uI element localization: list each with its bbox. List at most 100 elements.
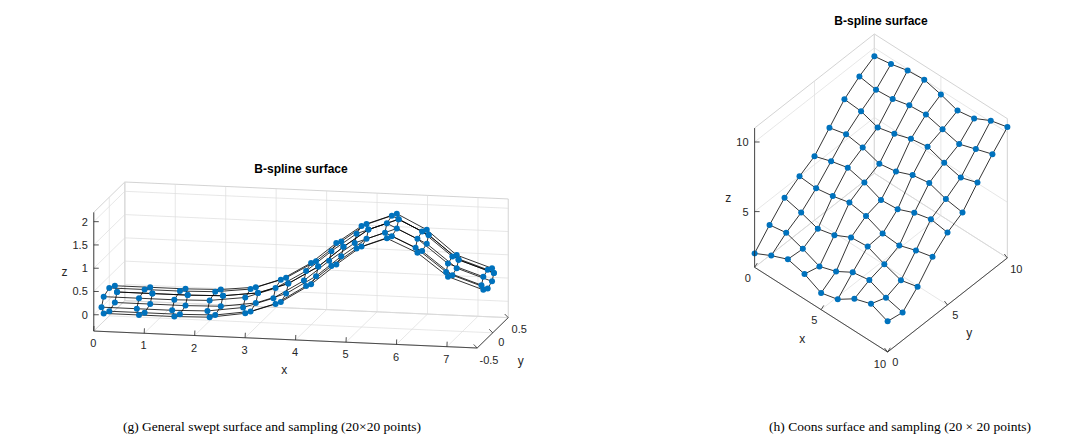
- mesh-line: [859, 76, 992, 154]
- tick-label: 0: [90, 337, 96, 349]
- axis-line: [477, 318, 508, 348]
- axis-title: x: [799, 332, 805, 346]
- sample-point: [866, 277, 872, 283]
- sample-point: [147, 284, 153, 290]
- sample-point: [876, 161, 882, 167]
- sample-point: [974, 180, 980, 186]
- axis-title: x: [281, 363, 287, 377]
- sample-point: [426, 232, 432, 238]
- sample-point: [871, 53, 877, 59]
- sample-point: [456, 257, 462, 263]
- sample-point: [134, 306, 140, 312]
- sample-point: [782, 195, 788, 201]
- sample-point: [454, 265, 460, 271]
- tick-label: 3: [242, 344, 248, 356]
- tick-mark: [144, 328, 145, 333]
- tick-label: 10: [874, 358, 886, 370]
- mesh-line: [102, 286, 118, 314]
- mesh-line: [844, 99, 977, 182]
- sample-point: [485, 267, 491, 273]
- tick-label: 2: [82, 216, 88, 228]
- tick-mark: [94, 268, 99, 269]
- sample-point: [767, 222, 773, 228]
- grid-line: [124, 182, 125, 301]
- box-edge: [124, 182, 125, 301]
- mesh-line: [785, 198, 918, 287]
- sample-point: [242, 294, 248, 300]
- box-edge: [125, 301, 508, 318]
- caption: (h) Coons surface and sampling (20 × 20 …: [769, 419, 1031, 434]
- box-edge: [125, 182, 508, 199]
- sample-point: [171, 297, 177, 303]
- sample-point: [147, 301, 153, 307]
- sample-point: [830, 193, 836, 199]
- axis-line: [755, 267, 888, 352]
- sample-point: [445, 261, 451, 267]
- axis-title: z: [725, 191, 731, 205]
- grid-line: [225, 186, 226, 305]
- sample-point: [183, 286, 189, 292]
- sample-point: [285, 281, 291, 287]
- sample-point: [185, 292, 191, 298]
- sample-point: [313, 273, 319, 279]
- sample-point: [136, 312, 142, 318]
- sample-point: [881, 261, 887, 267]
- sample-point: [915, 284, 921, 290]
- sample-point: [868, 301, 874, 307]
- sample-point: [365, 227, 371, 233]
- sample-point: [207, 314, 213, 320]
- sample-point: [811, 153, 817, 159]
- sample-point: [414, 236, 420, 242]
- sample-point: [913, 247, 919, 253]
- sample-point: [449, 254, 455, 260]
- grid-line: [94, 261, 125, 291]
- sample-point: [938, 91, 944, 97]
- tick-mark: [94, 314, 99, 315]
- tick-label: 0: [745, 272, 751, 284]
- sample-point: [248, 308, 254, 314]
- sample-point: [928, 216, 934, 222]
- sample-point: [883, 295, 889, 301]
- sample-point: [308, 281, 314, 287]
- sample-point: [785, 256, 791, 262]
- sample-point: [843, 131, 849, 137]
- sample-point: [248, 286, 254, 292]
- figure: 01234567x-0.500.5y00.511.52zB-spline sur…: [0, 0, 1091, 440]
- axes: 0510x0510y510z: [725, 128, 1022, 370]
- sample-point: [177, 311, 183, 317]
- sample-point: [905, 67, 911, 73]
- sample-point: [813, 185, 819, 191]
- grid-line: [125, 191, 508, 208]
- sample-point: [856, 73, 862, 79]
- mesh-line: [800, 176, 933, 257]
- sample-point: [204, 308, 210, 314]
- sample-point: [136, 295, 142, 301]
- sample-point: [365, 227, 371, 233]
- sample-point: [906, 102, 912, 108]
- sample-point: [850, 269, 856, 275]
- sample-point: [177, 288, 183, 294]
- tick-label: 1: [141, 339, 147, 351]
- sample-point: [359, 243, 365, 249]
- tick-mark: [346, 337, 347, 342]
- tick-label: 2: [191, 342, 197, 354]
- tick-mark: [94, 221, 99, 222]
- sample-point: [352, 240, 358, 246]
- sample-point: [873, 87, 879, 93]
- sample-point: [900, 309, 906, 315]
- grid-line: [109, 316, 492, 333]
- tick-label: 7: [443, 353, 449, 365]
- grid-line: [175, 184, 176, 303]
- tick-label: 1: [82, 262, 88, 274]
- grid-line: [888, 258, 1008, 352]
- sample-point: [797, 173, 803, 179]
- tick-mark: [489, 329, 492, 333]
- sample-point: [183, 303, 189, 309]
- tick-mark: [396, 339, 397, 344]
- sample-point: [364, 236, 370, 242]
- sample-point: [424, 241, 430, 247]
- tick-label: 10: [736, 136, 748, 148]
- sample-point: [242, 310, 248, 316]
- tick-mark: [821, 305, 824, 309]
- sample-point: [389, 233, 395, 239]
